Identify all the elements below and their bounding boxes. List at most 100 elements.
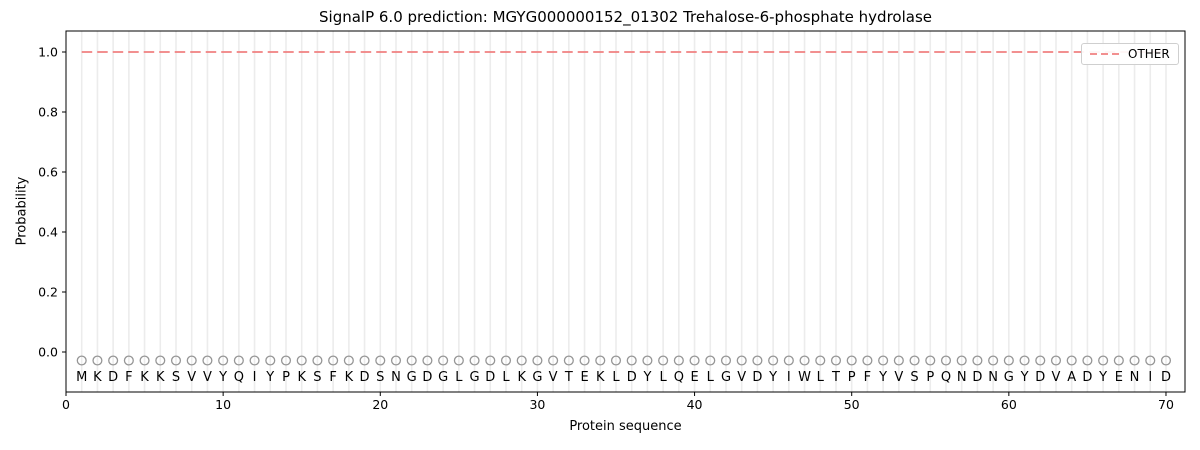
residue-marker: [438, 355, 449, 366]
sequence-letter: Q: [234, 370, 244, 385]
sequence-letter: L: [502, 370, 510, 385]
residue-marker: [453, 355, 464, 366]
sequence-letter: L: [707, 370, 715, 385]
sequence-letter: E: [1115, 370, 1123, 385]
x-tick-label: 70: [1158, 397, 1174, 412]
sequence-letter: Y: [878, 370, 887, 385]
residue-marker: [1113, 355, 1124, 366]
sequence-letter: N: [988, 370, 998, 385]
sequence-letter: D: [752, 370, 762, 385]
x-tick-label: 10: [215, 397, 231, 412]
residue-marker: [516, 355, 527, 366]
sequence-letter: P: [282, 370, 290, 385]
residue-marker: [736, 355, 747, 366]
residue-marker: [312, 355, 323, 366]
residue-marker: [296, 355, 307, 366]
sequence-letter: K: [156, 370, 165, 385]
residue-marker: [170, 355, 182, 366]
sequence-letter: L: [817, 370, 825, 385]
x-tick-label: 60: [1001, 397, 1017, 412]
residue-marker: [1003, 355, 1014, 366]
sequence-letter: V: [187, 370, 196, 385]
residue-marker: [768, 355, 779, 366]
plot-border: [65, 30, 1186, 393]
sequence-letter: D: [108, 370, 118, 385]
sequence-letter: E: [690, 370, 698, 385]
sequence-letter: I: [253, 370, 257, 385]
y-axis-label: Probability: [14, 176, 30, 246]
residue-marker: [485, 355, 496, 366]
residue-marker: [830, 355, 842, 366]
sequence-letter: L: [612, 370, 620, 385]
sequence-letter: S: [313, 370, 321, 385]
sequence-letter: P: [848, 370, 856, 385]
sequence-letter: T: [831, 370, 840, 385]
residue-marker: [76, 355, 87, 366]
residue-marker: [202, 355, 213, 366]
residue-marker: [705, 355, 716, 366]
sequence-letter: G: [532, 370, 542, 385]
residue-marker: [956, 355, 967, 366]
residue-marker: [422, 355, 433, 366]
y-tick-label: 0.4: [38, 224, 58, 239]
residue-marker: [390, 355, 402, 366]
residue-marker: [155, 355, 166, 366]
residue-marker: [1019, 355, 1030, 366]
x-tick-label: 0: [62, 397, 70, 412]
residue-marker: [563, 355, 574, 366]
x-tick-label: 30: [529, 397, 545, 412]
legend-label: OTHER: [1128, 47, 1170, 61]
y-tick-label: 0.2: [38, 284, 58, 299]
residue-marker: [359, 355, 370, 366]
residue-marker: [500, 355, 512, 366]
sequence-letter: L: [455, 370, 463, 385]
sequence-letter: K: [140, 370, 149, 385]
sequence-letter: I: [1148, 370, 1152, 385]
sequence-letter: D: [1082, 370, 1092, 385]
residue-marker: [815, 355, 826, 366]
residue-marker: [469, 355, 480, 366]
sequence-letter: D: [485, 370, 495, 385]
sequence-letter: Q: [941, 370, 951, 385]
residue-marker: [1066, 355, 1077, 366]
sequence-letter: K: [297, 370, 306, 385]
residue-marker: [532, 355, 543, 366]
residue-marker: [972, 355, 983, 366]
sequence-letter: S: [172, 370, 180, 385]
residue-marker: [988, 355, 999, 366]
sequence-letter: Y: [1098, 370, 1107, 385]
sequence-letter: K: [345, 370, 354, 385]
sequence-letter: G: [407, 370, 417, 385]
sequence-letter: M: [76, 370, 87, 385]
residue-marker: [925, 355, 936, 366]
residue-marker: [265, 355, 276, 366]
sequence-letter: Y: [642, 370, 651, 385]
residue-marker: [1050, 355, 1062, 366]
x-tick-label: 50: [844, 397, 860, 412]
sequence-letter: F: [125, 370, 132, 385]
residue-marker: [406, 355, 417, 366]
y-tick-label: 0.8: [38, 104, 58, 119]
residue-marker: [783, 355, 794, 366]
residue-marker: [626, 355, 637, 366]
residue-marker: [1082, 355, 1093, 366]
sequence-letter: K: [93, 370, 102, 385]
chart-title: SignalP 6.0 prediction: MGYG000000152_01…: [319, 8, 932, 26]
sequence-letter: D: [360, 370, 370, 385]
sequence-letter: K: [517, 370, 526, 385]
residue-marker: [720, 355, 732, 366]
y-tick-label: 1.0: [38, 44, 58, 59]
residue-marker: [673, 355, 684, 366]
residue-marker: [1035, 355, 1046, 366]
residue-marker: [642, 355, 653, 366]
residue-marker: [233, 355, 244, 366]
sequence-letter: D: [972, 370, 982, 385]
residue-marker: [280, 355, 292, 366]
sequence-letter: S: [376, 370, 384, 385]
residue-marker: [218, 355, 229, 366]
legend: OTHER: [1081, 43, 1179, 65]
legend-line-sample: [1090, 53, 1120, 55]
sequence-letter: Y: [218, 370, 227, 385]
